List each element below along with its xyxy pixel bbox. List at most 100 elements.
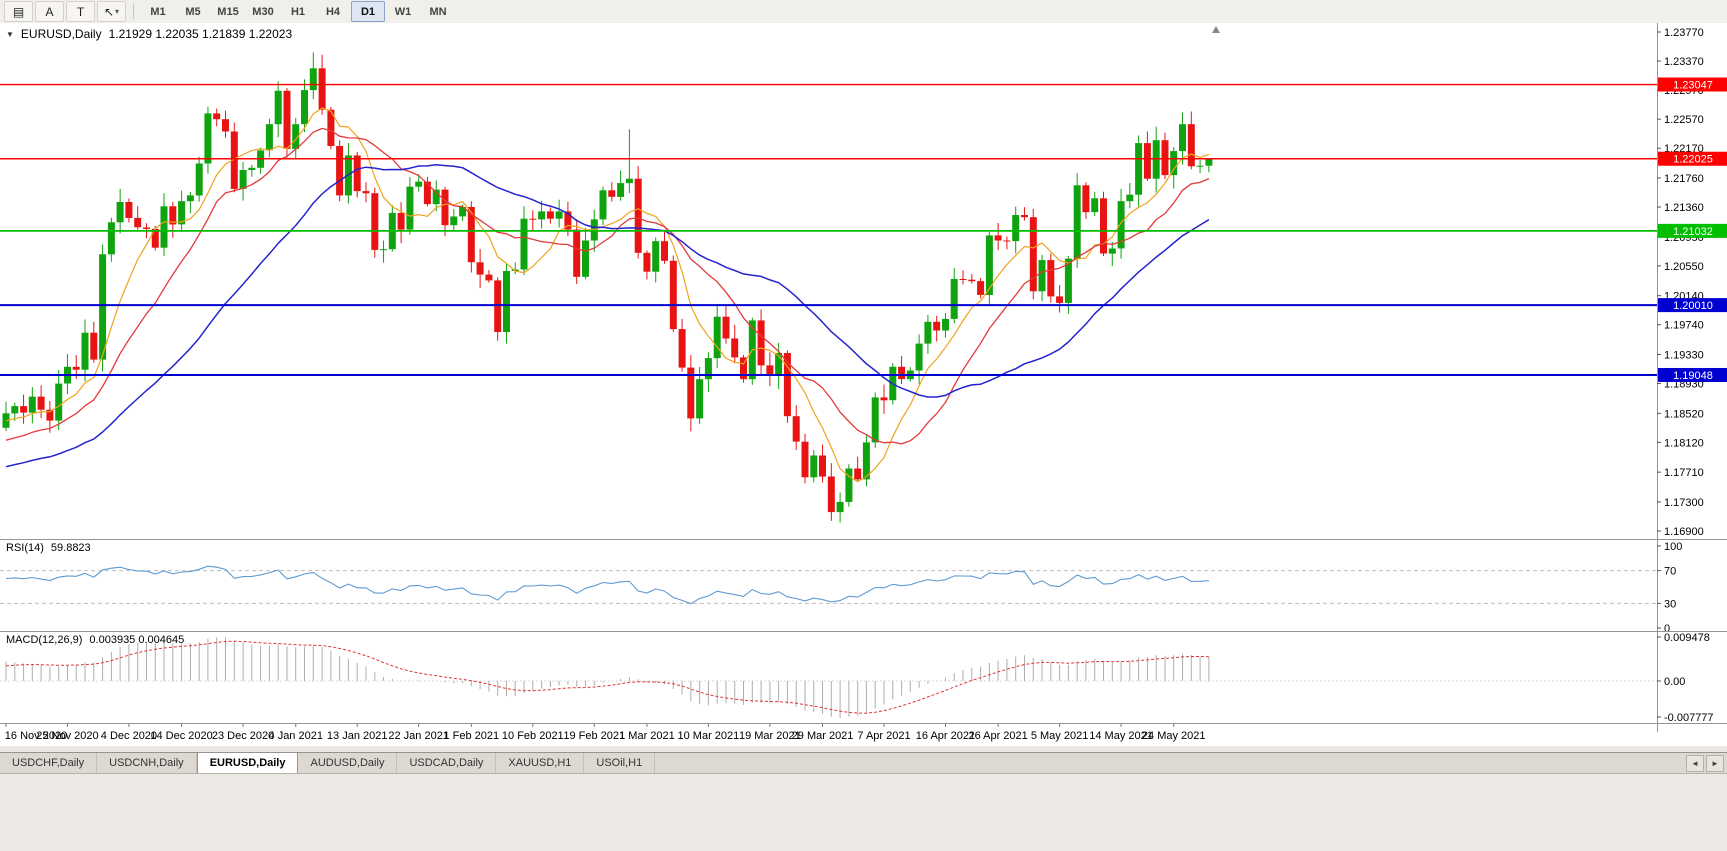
toolbar: ▤ A T ↖ ▾ M1 M5 M15 M30 H1 H4 D1 W1 MN [0,0,1727,24]
price-tick-label: 1.18520 [1664,408,1704,420]
timeframe-mn-button[interactable]: MN [429,5,447,18]
price-level-badge [1658,77,1727,92]
rsi-tick-label: 0 [1664,623,1670,632]
macd-name: MACD(12,26,9) [6,634,83,646]
date-label: 16 Apr 2021 [916,730,975,742]
dropdown-caret-icon: ▾ [115,7,120,16]
crosshair-tool-button[interactable]: ↖ ▾ [97,1,126,22]
price-axis[interactable]: 1.237701.233701.229701.225701.221701.217… [1657,23,1704,539]
price-level-badge [1658,298,1727,313]
price-tick-label: 1.23770 [1664,27,1704,39]
ma-mid-line [5,127,1210,445]
price-level-badge [1658,223,1727,238]
cursor-tool-button[interactable]: A [35,1,64,22]
timeframe-m5-button[interactable]: M5 [185,5,201,18]
text-tool-button[interactable]: T [66,1,95,22]
price-tick-label: 1.17300 [1664,497,1704,509]
ma-slow-line [5,164,1210,468]
chart-tab-usdchf[interactable]: USDCHF,Daily [0,753,98,773]
timeframe-h4-button[interactable]: H4 [325,5,341,18]
date-label: 26 Apr 2021 [968,730,1027,742]
chart-symbol-period: EURUSD,Daily [20,27,102,41]
subwindow-marker-icon: ▼ [6,29,14,39]
crosshair-tool-icon: ↖ [103,4,115,19]
price-tick-label: 1.16900 [1664,526,1704,538]
macd-panel[interactable]: 0.009478 0.00 -0.007777 [0,632,1727,724]
chart-tab-audusd[interactable]: AUDUSD,Daily [298,753,398,773]
tab-scroll-right-button[interactable]: ► [1706,754,1724,772]
macd-indicator-label: MACD(12,26,9) 0.003935 0.004645 [6,634,184,646]
cursor-tool-icon: A [45,4,54,19]
toolbar-separator [133,4,134,19]
date-label: 10 Feb 2021 [502,730,564,742]
rsi-axis[interactable]: 100 70 30 0 [1657,540,1682,632]
price-tick-label: 1.21760 [1664,173,1704,185]
rsi-name: RSI(14) [6,542,44,554]
price-chart-panel[interactable]: 1.237701.233701.229701.225701.221701.217… [0,23,1727,540]
date-label: 1 Feb 2021 [444,730,500,742]
date-label: 4 Dec 2020 [101,730,157,742]
timeframe-m15-button[interactable]: M15 [217,5,239,18]
price-tick-label: 1.19740 [1664,320,1704,332]
macd-signal-line [5,640,1209,714]
price-tick-label: 1.19330 [1664,349,1704,361]
date-label: 29 Mar 2021 [792,730,854,742]
date-label: 24 May 2021 [1142,730,1206,742]
chart-shift-marker-icon [1212,26,1220,33]
price-level-badge [1658,367,1727,382]
chart-title: ▼ EURUSD,Daily 1.21929 1.22035 1.21839 1… [6,27,292,41]
date-label: 14 Dec 2020 [150,730,212,742]
tab-scroll-left-button[interactable]: ◄ [1686,754,1704,772]
timeframe-h1-button[interactable]: H1 [290,5,306,18]
chart-tab-xauusd[interactable]: XAUUSD,H1 [496,753,585,773]
date-label: 25 Nov 2020 [36,730,98,742]
timeframe-buttons-group: M1 M5 M15 M30 H1 H4 D1 W1 MN [141,1,455,22]
macd-tick-label: 0.00 [1664,676,1685,688]
price-tick-label: 1.17710 [1664,467,1704,479]
timeframe-m30-button[interactable]: M30 [252,5,274,18]
chart-ohlc-values: 1.21929 1.22035 1.21839 1.22023 [108,27,293,41]
text-tool-icon: T [76,4,85,19]
chart-tab-eurusd[interactable]: EURUSD,Daily [196,753,299,773]
date-label: 14 May 2021 [1089,730,1153,742]
date-label: 22 Jan 2021 [388,730,449,742]
date-label: 1 Mar 2021 [619,730,675,742]
price-level-badge [1658,151,1727,166]
rsi-tick-label: 100 [1664,541,1682,553]
macd-axis[interactable]: 0.009478 0.00 -0.007777 [1657,632,1714,724]
price-level-badge-label: 1.22025 [1673,154,1713,166]
horizontal-level-lines: 1.23047 1.22025 1.21032 1.20010 1.19048 [0,77,1727,382]
price-tick-label: 1.21360 [1664,202,1704,214]
price-tick-label: 1.22570 [1664,114,1704,126]
rsi-panel[interactable]: 100 70 30 0 [0,540,1727,632]
macd-tick-label: 0.009478 [1664,632,1710,644]
date-label: 19 Feb 2021 [563,730,625,742]
timeframe-d1-button[interactable]: D1 [351,1,385,22]
drawing-tools-group: ▤ A T ↖ ▾ [4,1,126,22]
date-label: 7 Apr 2021 [857,730,910,742]
chart-tab-usdcnh[interactable]: USDCNH,Daily [97,753,197,773]
timeframe-w1-button[interactable]: W1 [394,5,412,18]
chart-list-icon: ▤ [12,4,25,19]
price-level-badge-label: 1.21032 [1673,226,1713,238]
moving-average-lines [5,107,1210,483]
date-label: 10 Mar 2021 [678,730,740,742]
macd-current-values: 0.003935 0.004645 [89,634,185,646]
date-label: 4 Jan 2021 [269,730,323,742]
date-label: 23 Dec 2020 [212,730,274,742]
ma-fast-line [5,107,1210,483]
chart-tabbar: USDCHF,Daily USDCNH,Daily EURUSD,Daily AUDU… [0,752,1727,774]
chart-tab-usoil[interactable]: USOil,H1 [584,753,656,773]
macd-tick-label: -0.007777 [1664,712,1714,724]
macd-histogram [5,637,1210,718]
price-level-badge-label: 1.23047 [1673,80,1713,92]
chart-tabs-group: USDCHF,Daily USDCNH,Daily EURUSD,Daily AUDU… [0,753,656,773]
timeframe-m1-button[interactable]: M1 [150,5,166,18]
chart-list-button[interactable]: ▤ [4,1,33,22]
rsi-indicator-label: RSI(14) 59.8823 [6,542,91,554]
chart-tab-usdcad[interactable]: USDCAD,Daily [397,753,497,773]
price-level-badge-label: 1.19048 [1673,370,1713,382]
